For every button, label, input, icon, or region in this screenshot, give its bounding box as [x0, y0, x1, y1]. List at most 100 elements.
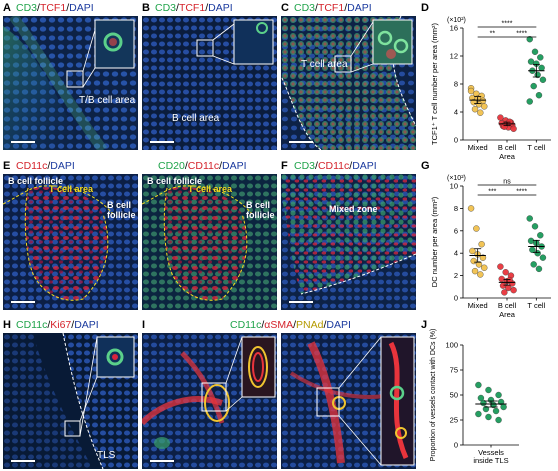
- data-point: [526, 98, 533, 105]
- data-point: [478, 241, 485, 248]
- panel-letter-c: C: [281, 2, 289, 14]
- panel-f-label: Mixed zone: [329, 204, 378, 214]
- data-point: [471, 105, 479, 113]
- title-part: DAPI: [69, 2, 94, 14]
- y-tick-label: 0: [454, 294, 458, 303]
- title-part: CD20: [158, 160, 185, 172]
- data-point: [477, 271, 484, 278]
- data-point: [534, 249, 541, 257]
- data-point: [495, 391, 502, 399]
- x-axis-label: Area: [499, 310, 516, 319]
- data-point: [475, 410, 482, 418]
- panel-b-label: B cell area: [172, 113, 220, 124]
- data-point: [530, 261, 537, 268]
- panel-e-micrograph: B cell follicle T cell area B cell folli…: [3, 174, 138, 310]
- panel-e2-label-2: T cell area: [188, 184, 233, 194]
- data-point: [539, 254, 547, 261]
- y-tick-label: 75: [450, 366, 458, 375]
- title-part: /: [47, 319, 51, 331]
- data-point: [492, 407, 500, 415]
- panel-a-micrograph: T/B cell area: [3, 16, 138, 150]
- data-point: [473, 225, 480, 232]
- title-part: TCF1: [39, 2, 67, 14]
- panel-letter-h: H: [3, 319, 11, 331]
- title-part: CD3: [294, 2, 316, 14]
- data-point: [537, 54, 544, 61]
- data-point: [497, 263, 504, 270]
- data-point: [495, 416, 502, 424]
- y-tick-label: 6: [454, 226, 458, 235]
- significance-label: ***: [488, 189, 496, 196]
- panel-b-title: CD3/TCF1/DAPI: [155, 2, 233, 14]
- title-part: CD11c: [16, 160, 48, 172]
- data-point: [529, 246, 536, 254]
- significance-label: **: [490, 31, 496, 38]
- panel-e2-title: CD20/CD11c/DAPI: [158, 160, 247, 172]
- panel-letter-b: B: [142, 2, 150, 14]
- panel-i-micrograph-1: [142, 333, 277, 469]
- data-point: [526, 36, 533, 43]
- y-tick-label: 12: [450, 52, 458, 61]
- title-part: /: [315, 160, 318, 172]
- panel-e-title: CD11c/DAPI: [16, 160, 75, 172]
- panel-e2-micrograph: B cell follicle T cell area B cell folli…: [142, 174, 277, 310]
- y-tick-label: 0: [454, 136, 458, 145]
- panel-i-title: CD11c/αSMA/PNAd/DAPI: [230, 319, 351, 331]
- data-point: [469, 247, 476, 255]
- data-point: [477, 109, 484, 116]
- data-point: [471, 267, 479, 275]
- significance-label: ****: [516, 189, 527, 196]
- title-part: /: [71, 319, 75, 331]
- x-axis-label: Area: [499, 152, 516, 161]
- data-point: [470, 257, 477, 265]
- panel-h-micrograph: TLS: [3, 333, 138, 469]
- y-tick-label: 10: [450, 182, 458, 191]
- scale-note: (×10²): [447, 175, 466, 182]
- title-part: /: [37, 2, 40, 14]
- title-part: CD3: [294, 160, 316, 172]
- significance-label: ns: [503, 179, 511, 186]
- title-part: CD11c: [16, 319, 48, 331]
- title-part: DAPI: [74, 319, 99, 331]
- chart-j: 0 25 50 75 100 Proportion of vessels contact …: [430, 329, 519, 465]
- scale-bar: [150, 141, 174, 143]
- title-part: /: [344, 2, 348, 14]
- y-tick-label: 8: [454, 204, 458, 213]
- scale-bar: [289, 301, 313, 303]
- x-tick-label: Mixed: [468, 301, 488, 310]
- title-part: /: [184, 160, 188, 172]
- title-part: /: [293, 319, 296, 331]
- title-part: CD11c: [187, 160, 220, 172]
- chart-d: (×10²) 0 4 8 12 16 TCF1⁺ T cell number per are…: [430, 17, 551, 161]
- title-part: CD3: [16, 2, 38, 14]
- x-tick-label: B cell: [498, 301, 517, 310]
- panel-e-label-3: B cell follicle: [107, 200, 136, 220]
- panel-letter-f: F: [281, 160, 288, 172]
- panel-f-micrograph: Mixed zone: [281, 174, 416, 310]
- panel-c-micrograph: T cell area: [281, 16, 416, 150]
- scale-bar: [11, 460, 35, 462]
- scale-bar: [11, 301, 35, 303]
- title-part: CD3: [155, 2, 177, 14]
- panel-letter-i: I: [142, 319, 146, 331]
- panel-letter-d: D: [421, 2, 429, 14]
- title-part: /: [66, 2, 70, 14]
- panel-a-label: T/B cell area: [79, 95, 136, 106]
- panel-letter-a: A: [3, 2, 11, 14]
- title-part: DAPI: [352, 160, 377, 172]
- panel-c-label: T cell area: [301, 59, 348, 70]
- x-tick-label: Mixed: [468, 143, 488, 152]
- data-point: [538, 64, 545, 72]
- title-part: DAPI: [50, 160, 75, 172]
- title-part: TCF1: [317, 2, 345, 14]
- scale-note: (×10²): [447, 17, 466, 24]
- data-point: [482, 405, 490, 413]
- data-point: [530, 82, 537, 90]
- y-tick-label: 50: [450, 391, 458, 400]
- y-tick-label: 25: [450, 416, 458, 425]
- title-part: TCF1: [178, 2, 206, 14]
- x-axis-label: inside TLS: [473, 456, 508, 465]
- significance-label: ****: [516, 31, 527, 38]
- data-point: [485, 413, 492, 421]
- panel-e-label-1: B cell follicle: [8, 176, 64, 186]
